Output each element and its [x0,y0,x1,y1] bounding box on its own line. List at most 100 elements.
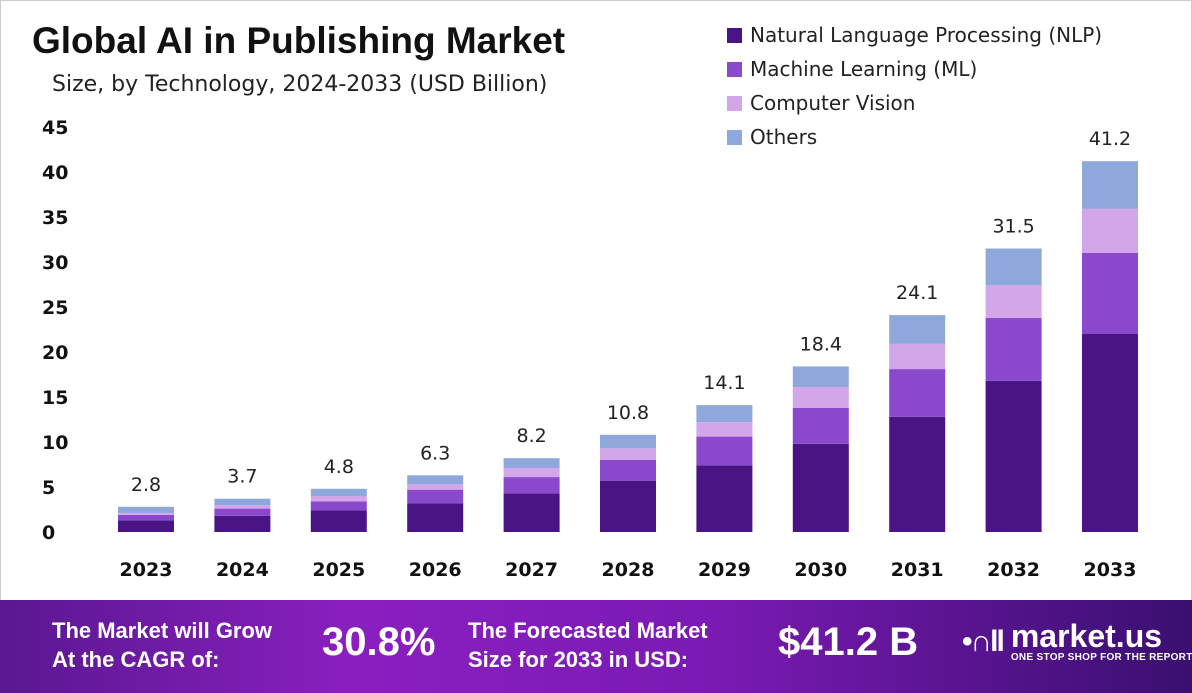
bar-segment [407,475,464,485]
logo-name: market.us [1010,618,1163,654]
y-tick-label: 15 [42,387,68,409]
y-tick-label: 0 [42,522,55,544]
bar-total-label: 31.5 [992,216,1034,238]
legend: Natural Language Processing (NLP) Machine… [727,18,1102,154]
cagr-value: 30.8% [322,620,436,664]
y-tick-label: 40 [42,162,68,184]
x-tick-label: 2023 [120,559,173,581]
bar-segment [985,248,1042,286]
y-tick-label: 35 [42,207,68,229]
bar-segment [600,448,656,460]
bar-total-label: 24.1 [896,282,938,304]
bar-segment [214,505,271,509]
y-tick-label: 20 [42,342,68,364]
y-tick-label: 45 [42,117,68,139]
bar-segment [503,458,560,469]
bar-segment [214,508,271,516]
legend-swatch [727,27,742,43]
cagr-label-line1: The Market will Grow [52,618,273,643]
bar-total-label: 2.8 [131,474,161,496]
bar-segment [889,369,946,417]
footer-banner: The Market will Grow At the CAGR of: 30.… [0,600,1192,693]
legend-label: Natural Language Processing (NLP) [750,23,1103,47]
y-tick-label: 10 [42,432,68,454]
bar-segment [310,488,367,496]
x-tick-label: 2028 [602,559,655,581]
x-tick-label: 2033 [1084,559,1137,581]
chart-plot: 0510152025303540452.820233.720244.820256… [42,117,1138,581]
bar-segment [118,514,174,521]
x-tick-label: 2032 [987,559,1040,581]
forecast-label-line2: Size for 2033 in USD: [468,647,689,672]
x-tick-label: 2026 [409,559,462,581]
bar-segment [696,422,753,437]
x-tick-label: 2030 [794,559,847,581]
chart-subtitle: Size, by Technology, 2024-2033 (USD Bill… [52,72,548,97]
bar-segment [407,489,464,504]
bar-total-label: 6.3 [420,442,450,464]
logo-tagline: ONE STOP SHOP FOR THE REPORTS [1010,652,1192,663]
legend-item: Machine Learning (ML) [727,52,1102,86]
bar-total-label: 10.8 [607,402,649,424]
bar-segment [792,443,849,532]
x-tick-label: 2029 [698,559,751,581]
legend-swatch [727,95,742,111]
bar-total-label: 8.2 [516,425,546,447]
bar-segment [889,416,946,532]
legend-label: Machine Learning (ML) [750,57,978,81]
bar-segment [503,468,560,478]
bar-segment [985,380,1042,532]
bar-total-label: 18.4 [800,333,842,355]
bar-segment [600,480,656,532]
cagr-label: The Market will Grow At the CAGR of: [52,616,272,674]
x-tick-label: 2024 [216,559,269,581]
bar-segment [889,315,946,344]
bar-segment [696,436,753,466]
bar-segment [792,407,849,444]
x-tick-label: 2031 [891,559,944,581]
bar-segment [310,501,367,511]
bar-segment [310,496,367,502]
legend-label: Computer Vision [750,91,916,115]
bar-segment [407,484,464,490]
x-tick-label: 2027 [505,559,558,581]
y-tick-label: 5 [42,477,55,499]
forecast-label: The Forecasted Market Size for 2033 in U… [468,616,708,674]
bar-total-label: 4.8 [324,456,354,478]
bar-segment [214,515,271,532]
cagr-label-line2: At the CAGR of: [52,647,220,672]
bar-segment [503,493,560,532]
bar-total-label: 41.2 [1089,128,1131,150]
bar-segment [118,506,174,514]
market-us-logo: •∩ll market.us ONE STOP SHOP FOR THE REP… [962,620,1192,663]
forecast-value: $41.2 B [778,620,919,664]
legend-label: Others [750,125,818,149]
bar-segment [600,434,656,449]
bar-segment [310,510,367,532]
bar-segment [1082,253,1138,334]
logo-mark-icon: •∩ll [962,624,1005,658]
y-tick-label: 25 [42,297,68,319]
y-tick-label: 30 [42,252,68,274]
bar-segment [985,317,1042,381]
legend-item: Computer Vision [727,86,1102,120]
bar-segment [214,498,271,505]
bar-segment [792,387,849,408]
bar-segment [503,477,560,494]
chart-title: Global AI in Publishing Market [32,20,566,61]
bar-segment [696,465,753,532]
legend-swatch [727,129,742,145]
bar-segment [407,503,464,532]
bar-total-label: 14.1 [703,372,745,394]
bar-segment [889,343,946,370]
bar-segment [600,460,656,481]
legend-item: Natural Language Processing (NLP) [727,18,1102,52]
legend-swatch [727,61,742,77]
bar-total-label: 3.7 [227,466,257,488]
bar-segment [118,520,174,532]
bar-segment [792,366,849,388]
bar-segment [1082,208,1138,253]
bar-segment [1082,161,1138,209]
bar-segment [985,285,1042,318]
forecast-label-line1: The Forecasted Market [468,618,708,643]
